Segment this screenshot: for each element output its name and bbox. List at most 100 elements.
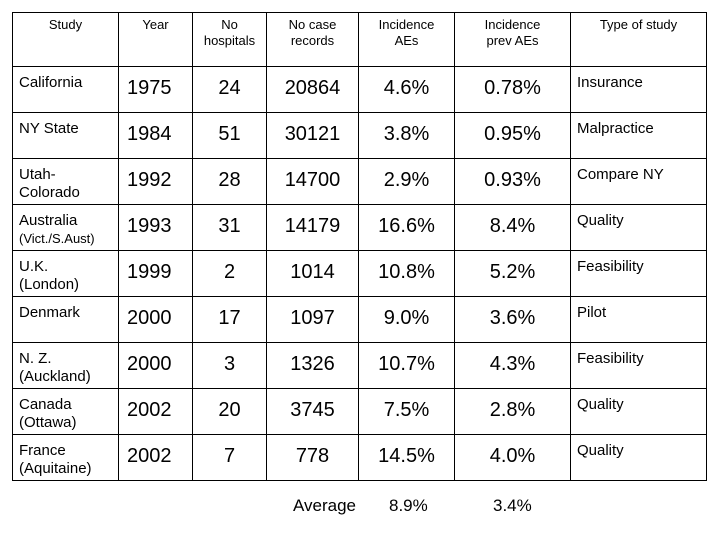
study-text: Canada [19,396,72,413]
header-cell: Study [12,12,119,67]
header-cell: No case records [266,12,359,67]
study-text: (London) [19,276,80,293]
study-text: Australia [19,212,78,229]
value-cell: 1975 [118,66,193,113]
study-text: Utah- [19,166,56,183]
type-cell: Insurance [570,66,707,113]
table-row: France (Aquitaine) 2002 7 778 14.5% 4.0% Qualit… [12,434,707,481]
table-row: N. Z. (Auckland) 2000 3 1326 10.7% 4.3% Feasibi… [12,342,707,389]
header-text: hospitals [203,33,256,48]
type-cell: Malpractice [570,112,707,159]
value-cell: 1992 [118,158,193,205]
header-text: Incidence [484,17,541,32]
value-cell: 778 [266,434,359,481]
value-cell: 1984 [118,112,193,159]
study-table: Study Year No hospitals No case records Incide… [12,12,707,481]
table-row: NY State 1984 51 30121 3.8% 0.95% Malpractice [12,112,707,159]
value-cell: 1326 [266,342,359,389]
value-cell: 2.9% [358,158,455,205]
value-cell: 2002 [118,434,193,481]
value-cell: 5.2% [454,250,571,297]
study-text: N. Z. [19,350,52,367]
value-cell: 3 [192,342,267,389]
value-cell: 2000 [118,342,193,389]
value-cell: 4.0% [454,434,571,481]
value-cell: 31 [192,204,267,251]
value-cell: 0.95% [454,112,571,159]
study-text: NY State [19,120,79,137]
value-cell: 20864 [266,66,359,113]
header-text: records [290,33,335,48]
study-text: (Vict./S.Aust) [19,231,95,246]
value-cell: 1097 [266,296,359,343]
study-cell: Denmark [12,296,119,343]
type-cell: Feasibility [570,342,707,389]
header-text: AEs [394,33,419,48]
header-cell: Year [118,12,193,67]
header-text: No [221,17,238,32]
value-cell: 14.5% [358,434,455,481]
type-cell: Quality [570,204,707,251]
value-cell: 7.5% [358,388,455,435]
study-text: Colorado [19,184,80,201]
value-cell: 28 [192,158,267,205]
header-cell: Type of study [570,12,707,67]
header-row: Study Year No hospitals No case records Incide… [12,12,707,67]
study-text: U.K. [19,258,49,275]
table-row: Canada (Ottawa) 2002 20 3745 7.5% 2.8% Quality [12,388,707,435]
study-cell: NY State [12,112,119,159]
value-cell: 30121 [266,112,359,159]
type-cell: Quality [570,388,707,435]
value-cell: 17 [192,296,267,343]
value-cell: 1993 [118,204,193,251]
value-cell: 0.93% [454,158,571,205]
value-cell: 2000 [118,296,193,343]
study-text: (Aquitaine) [19,460,92,477]
value-cell: 3745 [266,388,359,435]
value-cell: 4.6% [358,66,455,113]
type-cell: Pilot [570,296,707,343]
value-cell: 2002 [118,388,193,435]
type-cell: Feasibility [570,250,707,297]
value-cell: 4.3% [454,342,571,389]
value-cell: 9.0% [358,296,455,343]
value-cell: 14179 [266,204,359,251]
study-cell: Australia (Vict./S.Aust) [12,204,119,251]
header-cell: Incidence prev AEs [454,12,571,67]
study-text: California [19,74,83,91]
study-text: (Auckland) [19,368,91,385]
study-cell: N. Z. (Auckland) [12,342,119,389]
average-incidence: 8.9% [389,496,428,515]
value-cell: 3.8% [358,112,455,159]
study-cell: U.K. (London) [12,250,119,297]
header-text: prev AEs [486,33,539,48]
header-cell: No hospitals [192,12,267,67]
table-row: Denmark 2000 17 1097 9.0% 3.6% Pilot [12,296,707,343]
header-text: No case [288,17,337,32]
study-text: Denmark [19,304,80,321]
type-cell: Quality [570,434,707,481]
value-cell: 1999 [118,250,193,297]
header-text: Year [142,17,169,32]
value-cell: 8.4% [454,204,571,251]
value-cell: 10.8% [358,250,455,297]
table-row: U.K. (London) 1999 2 1014 10.8% 5.2% Feasibilit… [12,250,707,297]
table-body: California 1975 24 20864 4.6% 0.78% Insurance N… [12,66,707,481]
header-cell: Incidence AEs [358,12,455,67]
value-cell: 0.78% [454,66,571,113]
value-cell: 3.6% [454,296,571,343]
study-cell: France (Aquitaine) [12,434,119,481]
value-cell: 16.6% [358,204,455,251]
study-text: (Ottawa) [19,414,77,431]
type-cell: Compare NY [570,158,707,205]
value-cell: 7 [192,434,267,481]
table-row: Australia (Vict./S.Aust) 1993 31 14179 16.6% 8… [12,204,707,251]
study-cell: California [12,66,119,113]
study-cell: Utah- Colorado [12,158,119,205]
table-row: Utah- Colorado 1992 28 14700 2.9% 0.93% Compare… [12,158,707,205]
table-row: California 1975 24 20864 4.6% 0.78% Insurance [12,66,707,113]
value-cell: 14700 [266,158,359,205]
average-label: Average [293,496,357,515]
value-cell: 24 [192,66,267,113]
